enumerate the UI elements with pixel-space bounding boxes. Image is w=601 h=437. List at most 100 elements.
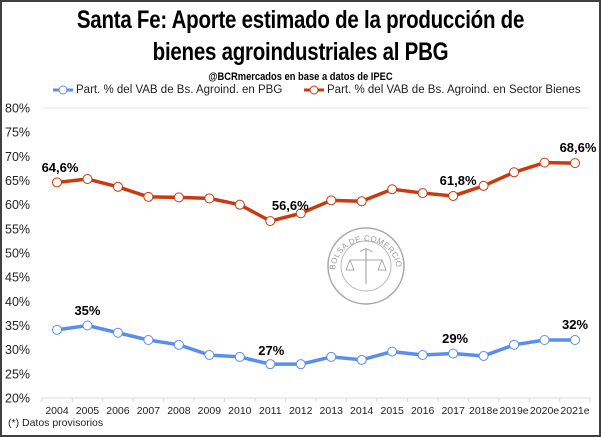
x-tick-label: 2014 — [350, 405, 374, 417]
data-point — [295, 208, 306, 219]
data-label: 64,6% — [42, 160, 79, 175]
y-tick-label: 65% — [5, 174, 30, 188]
series-1 — [52, 157, 580, 227]
data-point — [173, 192, 184, 203]
data-point — [326, 195, 337, 206]
chart-legend: Part. % del VAB de Bs. Agroind. en PBG P… — [0, 84, 601, 100]
y-tick-label: 20% — [5, 392, 30, 406]
y-tick-label: 55% — [5, 222, 30, 236]
chart-title-line-1: Santa Fe: Aporte estimado de la producci… — [76, 6, 525, 34]
legend-marker-pbg-icon — [53, 85, 73, 95]
legend-label-sector-bienes: Part. % del VAB de Bs. Agroind. en Secto… — [327, 84, 581, 96]
data-label: 27% — [258, 343, 284, 358]
y-tick-label: 80% — [5, 102, 30, 116]
chart-data-labels: 35% 27% 29% 32% 64,6% 56,6% 61,8% 68,6% — [42, 140, 597, 358]
data-point — [539, 157, 550, 168]
data-point — [234, 351, 245, 362]
data-point — [509, 167, 520, 178]
y-tick-label: 45% — [5, 271, 30, 285]
data-point — [478, 180, 489, 191]
series-0 — [52, 320, 580, 370]
data-point — [52, 177, 62, 188]
x-tick-label: 2009 — [198, 405, 222, 417]
data-point — [82, 174, 93, 185]
x-tick-label: 2018e — [469, 405, 498, 417]
x-tick-label: 2017 — [441, 405, 465, 417]
x-tick-label: 2021e — [560, 405, 589, 417]
legend-label-pbg: Part. % del VAB de Bs. Agroind. en PBG — [76, 84, 283, 96]
x-tick-label: 2007 — [137, 405, 161, 417]
y-tick-label: 40% — [5, 295, 30, 309]
footnote: (*) Datos provisorios — [8, 417, 104, 429]
data-point — [570, 335, 580, 345]
data-point — [356, 354, 367, 365]
data-point — [112, 181, 123, 192]
data-point — [570, 158, 580, 169]
x-tick-label: 2012 — [289, 405, 313, 417]
x-tick-label: 2011 — [259, 405, 282, 417]
data-point — [52, 324, 62, 335]
x-tick-label: 2020e — [530, 405, 559, 417]
x-tick-label: 2004 — [45, 405, 69, 417]
chart-series — [52, 157, 580, 370]
watermark-scale-left — [345, 258, 355, 271]
data-point — [295, 359, 306, 370]
data-point — [387, 346, 398, 357]
data-point — [387, 184, 398, 195]
x-tick-label: 2010 — [228, 405, 252, 417]
data-label: 35% — [74, 303, 100, 318]
y-tick-label: 50% — [5, 247, 30, 261]
chart-title-line-2: bienes agroindustriales al PBG — [152, 38, 449, 66]
watermark-inner-ring — [340, 240, 392, 292]
x-tick-label: 2015 — [380, 405, 404, 417]
data-point — [204, 193, 215, 204]
series-line — [56, 160, 576, 223]
data-point — [143, 335, 154, 345]
data-point — [448, 190, 459, 201]
data-label: 56,6% — [272, 198, 309, 213]
data-point — [509, 339, 520, 350]
x-tick-label: 2013 — [320, 405, 344, 417]
data-label: 29% — [442, 331, 468, 346]
data-point — [173, 339, 184, 350]
legend-marker-sector-bienes-icon — [304, 85, 324, 95]
x-tick-label: 2016 — [411, 405, 435, 417]
data-point — [326, 351, 337, 362]
y-tick-label: 30% — [5, 343, 30, 357]
y-tick-label: 25% — [5, 367, 30, 381]
y-tick-label: 70% — [5, 150, 30, 164]
data-label: 68,6% — [560, 140, 597, 155]
data-point — [112, 327, 123, 338]
chart-axes: 20% 25% 30% 35% 40% 45% 50% 55% 60% 65% 70% 75% 80% 2… — [5, 102, 591, 417]
legend-item-pbg: Part. % del VAB de Bs. Agroind. en PBG — [52, 84, 282, 96]
data-point — [417, 349, 428, 360]
x-tick-label: 2005 — [76, 405, 100, 417]
y-tick-label: 60% — [5, 198, 30, 212]
bcr-watermark-logo: BOLSA DE COMERCIO DE ROSARIO — [0, 0, 405, 305]
y-tick-label: 75% — [5, 126, 30, 140]
x-tick-label: 2019e — [499, 405, 528, 417]
data-point — [234, 199, 245, 210]
x-tick-label: 2006 — [106, 405, 130, 417]
data-point — [478, 350, 489, 361]
x-tick-label: 2008 — [167, 405, 191, 417]
data-point — [356, 196, 367, 207]
chart-subtitle: @BCRmercados en base a datos de IPEC — [208, 71, 393, 83]
data-point — [265, 359, 276, 370]
data-point — [204, 349, 215, 360]
data-point — [539, 335, 550, 345]
data-point — [448, 348, 459, 359]
series-line — [56, 323, 575, 366]
legend-item-sector-bienes: Part. % del VAB de Bs. Agroind. en Secto… — [303, 84, 581, 96]
watermark-wings — [359, 248, 373, 253]
watermark-text: BOLSA DE COMERCIO DE ROSARIO — [0, 0, 404, 270]
data-point — [143, 191, 154, 202]
watermark-outer-ring — [327, 227, 405, 305]
data-label: 32% — [562, 317, 588, 332]
data-label: 61,8% — [440, 173, 477, 188]
watermark-scale-right — [377, 258, 387, 271]
data-point — [265, 216, 276, 227]
data-point — [82, 320, 93, 331]
y-tick-label: 35% — [5, 319, 30, 333]
